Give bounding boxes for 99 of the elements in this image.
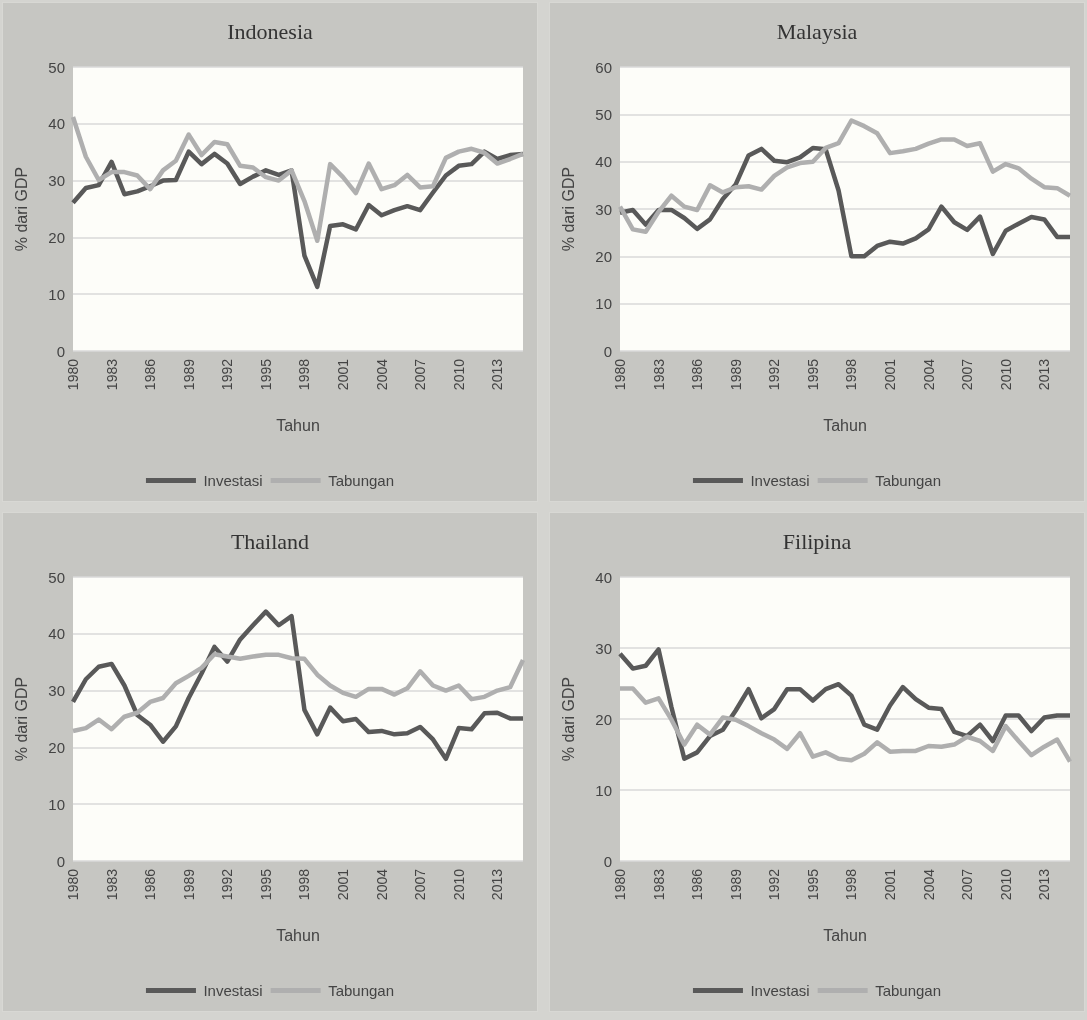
x-tick-label: 2007 <box>959 868 976 901</box>
legend-label: Tabungan <box>875 982 942 999</box>
x-axis-title: Tahun <box>823 926 867 944</box>
x-tick-label: 2007 <box>412 868 429 901</box>
legend-label: Investasi <box>750 472 810 489</box>
x-tick-label: 1980 <box>612 868 628 901</box>
x-tick-label: 1980 <box>65 358 81 391</box>
x-tick-label: 2010 <box>997 868 1014 901</box>
y-tick-label: 0 <box>56 852 65 870</box>
x-tick-label: 2001 <box>335 868 351 901</box>
line-series <box>617 118 1073 234</box>
x-tick-label: 1986 <box>689 868 706 901</box>
x-tick-label: 1983 <box>103 358 120 391</box>
chart-title: Malaysia <box>776 18 858 44</box>
x-axis-title: Tahun <box>823 416 867 434</box>
x-tick-label: 1989 <box>180 868 197 901</box>
legend-label: Investasi <box>750 982 810 999</box>
x-tick-label: 2013 <box>1036 358 1053 391</box>
x-tick-label: 1998 <box>296 868 313 901</box>
line-series <box>70 114 526 244</box>
y-tick-label: 60 <box>595 58 612 76</box>
y-tick-label: 50 <box>48 58 65 76</box>
y-tick-label: 50 <box>595 105 612 123</box>
x-tick-label: 1998 <box>843 358 860 391</box>
y-tick-label: 30 <box>48 682 65 700</box>
y-tick-label: 30 <box>595 200 612 218</box>
y-tick-label: 20 <box>595 710 612 728</box>
y-tick-label: 40 <box>48 625 65 643</box>
y-tick-label: 10 <box>595 295 612 313</box>
legend-label: Investasi <box>203 982 263 999</box>
x-tick-label: 1980 <box>65 868 81 901</box>
y-axis-title: % dari GDP <box>12 676 30 762</box>
x-tick-label: 2004 <box>373 868 390 901</box>
legend-label: Tabungan <box>328 472 395 489</box>
x-tick-label: 1992 <box>219 358 236 391</box>
x-tick-label: 2010 <box>450 358 467 391</box>
y-tick-label: 10 <box>48 285 65 303</box>
y-tick-label: 40 <box>48 115 65 133</box>
x-tick-label: 1992 <box>219 868 236 901</box>
x-axis-title: Tahun <box>276 416 320 434</box>
x-tick-label: 2001 <box>882 358 898 391</box>
x-tick-label: 1980 <box>612 358 628 391</box>
x-tick-label: 2010 <box>997 358 1014 391</box>
x-tick-label: 1989 <box>727 868 744 901</box>
y-tick-label: 0 <box>603 852 612 870</box>
x-tick-label: 1983 <box>650 868 667 901</box>
y-axis-title: % dari GDP <box>559 166 577 252</box>
legend-label: Tabungan <box>328 982 395 999</box>
x-tick-label: 2001 <box>335 358 351 391</box>
chart-title: Thailand <box>230 528 310 554</box>
x-tick-label: 2004 <box>920 868 937 901</box>
x-tick-label: 2010 <box>450 868 467 901</box>
x-tick-label: 1989 <box>727 358 744 391</box>
x-tick-label: 1983 <box>103 868 120 901</box>
y-tick-label: 20 <box>48 228 65 246</box>
x-tick-label: 1995 <box>804 358 821 391</box>
x-tick-label: 1995 <box>257 358 274 391</box>
x-tick-label: 2013 <box>489 868 506 901</box>
x-tick-label: 1995 <box>804 868 821 901</box>
x-tick-label: 1998 <box>296 358 313 391</box>
x-axis-title: Tahun <box>276 926 320 944</box>
x-tick-label: 1992 <box>766 358 783 391</box>
x-tick-label: 1986 <box>142 358 159 391</box>
y-tick-label: 40 <box>595 568 612 586</box>
y-tick-label: 10 <box>595 781 612 799</box>
x-tick-label: 1983 <box>650 358 667 391</box>
x-tick-label: 2007 <box>959 358 976 391</box>
y-tick-label: 20 <box>48 738 65 756</box>
line-series <box>617 686 1073 764</box>
legend-label: Tabungan <box>875 472 942 489</box>
y-tick-label: 10 <box>48 795 65 813</box>
line-series <box>70 652 526 734</box>
y-axis-title: % dari GDP <box>12 166 30 252</box>
x-tick-label: 1995 <box>257 868 274 901</box>
x-tick-label: 1998 <box>843 868 860 901</box>
x-tick-label: 1986 <box>142 868 159 901</box>
line-series <box>70 609 526 762</box>
x-tick-label: 1989 <box>180 358 197 391</box>
y-tick-label: 20 <box>595 247 612 265</box>
x-tick-label: 2001 <box>882 868 898 901</box>
y-axis-title: % dari GDP <box>559 676 577 762</box>
y-tick-label: 40 <box>595 153 612 171</box>
y-tick-label: 50 <box>48 568 65 586</box>
line-series <box>617 647 1073 762</box>
x-tick-label: 2013 <box>489 358 506 391</box>
y-tick-label: 0 <box>603 342 612 360</box>
chart-title: Indonesia <box>227 18 313 44</box>
x-tick-label: 2004 <box>373 358 390 391</box>
x-tick-label: 2013 <box>1036 868 1053 901</box>
line-series <box>617 145 1073 259</box>
y-tick-label: 30 <box>48 172 65 190</box>
legend-label: Investasi <box>203 472 263 489</box>
x-tick-label: 1992 <box>766 868 783 901</box>
y-tick-label: 0 <box>56 342 65 360</box>
chart-title: Filipina <box>782 528 852 554</box>
x-tick-label: 1986 <box>689 358 706 391</box>
x-tick-label: 2004 <box>920 358 937 391</box>
y-tick-label: 30 <box>595 639 612 657</box>
x-tick-label: 2007 <box>412 358 429 391</box>
